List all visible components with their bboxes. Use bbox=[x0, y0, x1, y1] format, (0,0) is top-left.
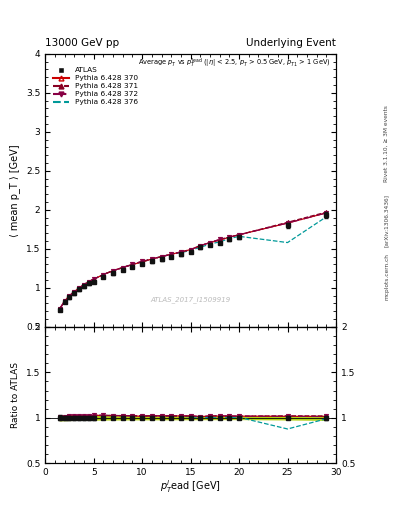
Legend: ATLAS, Pythia 6.428 370, Pythia 6.428 371, Pythia 6.428 372, Pythia 6.428 376: ATLAS, Pythia 6.428 370, Pythia 6.428 37… bbox=[52, 66, 140, 106]
Text: Rivet 3.1.10, ≥ 3M events: Rivet 3.1.10, ≥ 3M events bbox=[384, 105, 389, 182]
Text: Average $p_T$ vs $p_T^{\rm lead}$ ($|\eta|$ < 2.5, $p_T$ > 0.5 GeV, $p_{T1}$ > 1: Average $p_T$ vs $p_T^{\rm lead}$ ($|\et… bbox=[138, 56, 331, 70]
Text: [arXiv:1306.3436]: [arXiv:1306.3436] bbox=[384, 194, 389, 247]
Text: mcplots.cern.ch: mcplots.cern.ch bbox=[384, 253, 389, 300]
Y-axis label: Ratio to ATLAS: Ratio to ATLAS bbox=[11, 362, 20, 428]
Text: 13000 GeV pp: 13000 GeV pp bbox=[45, 37, 119, 48]
Text: Underlying Event: Underlying Event bbox=[246, 37, 336, 48]
Y-axis label: ⟨ mean p_T ⟩ [GeV]: ⟨ mean p_T ⟩ [GeV] bbox=[9, 144, 20, 237]
X-axis label: $p_T^{l}$ead [GeV]: $p_T^{l}$ead [GeV] bbox=[160, 479, 221, 496]
Text: ATLAS_2017_I1509919: ATLAS_2017_I1509919 bbox=[151, 296, 231, 303]
